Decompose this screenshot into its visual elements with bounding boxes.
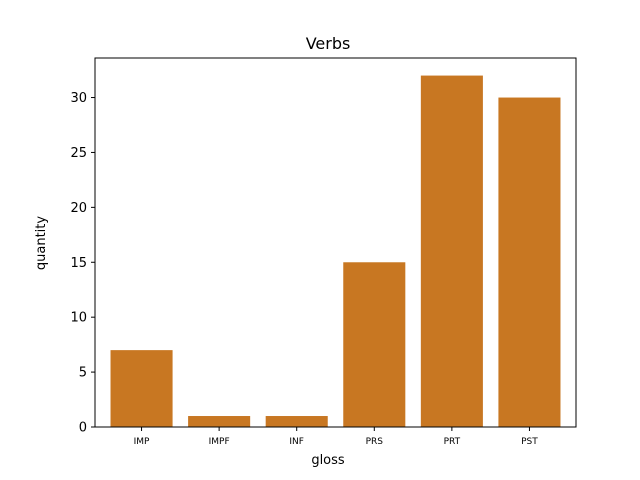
bar-imp bbox=[110, 350, 173, 428]
y-tick-label: 20 bbox=[70, 201, 87, 216]
y-tick-label: 10 bbox=[70, 311, 87, 326]
x-tick-label: PRT bbox=[444, 437, 461, 447]
plot-frame bbox=[94, 57, 577, 428]
bar-prt bbox=[420, 75, 483, 427]
x-axis-ticks: IMP IMPF INF PRS PRT PST bbox=[134, 427, 538, 447]
bar-prs bbox=[343, 262, 406, 427]
bar-inf bbox=[265, 416, 328, 427]
x-tick-label: IMPF bbox=[209, 437, 230, 447]
x-tick-label: PST bbox=[521, 437, 538, 447]
chart-title: Verbs bbox=[306, 34, 351, 53]
bar-impf bbox=[188, 416, 251, 427]
y-tick-label: 5 bbox=[79, 366, 87, 381]
x-tick-label: INF bbox=[289, 437, 304, 447]
y-tick-label: 25 bbox=[70, 146, 87, 161]
bars-group bbox=[110, 75, 561, 428]
x-axis-label: gloss bbox=[311, 453, 345, 468]
y-tick-label: 15 bbox=[70, 256, 87, 271]
y-tick-label: 0 bbox=[79, 421, 87, 436]
x-tick-label: PRS bbox=[366, 437, 384, 447]
x-tick-label: IMP bbox=[134, 437, 150, 447]
bar-pst bbox=[498, 97, 561, 427]
y-tick-label: 30 bbox=[70, 91, 87, 106]
y-axis-ticks: 0 5 10 15 20 25 30 bbox=[70, 91, 95, 436]
y-axis-label: quantity bbox=[34, 216, 49, 271]
